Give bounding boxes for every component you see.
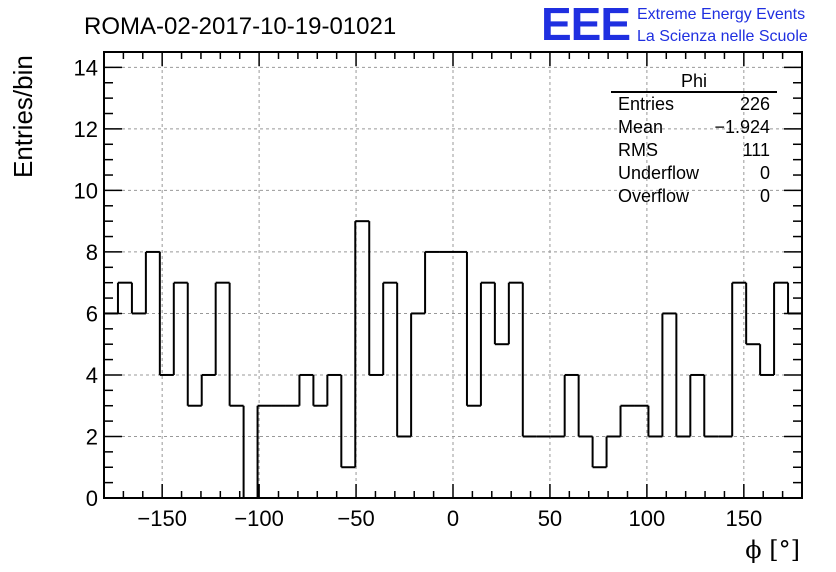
y-tick-label: 2 bbox=[86, 424, 98, 449]
y-tick-label: 10 bbox=[74, 178, 98, 203]
y-tick-label: 12 bbox=[74, 117, 98, 142]
stats-value: 0 bbox=[760, 186, 770, 206]
eee-logo: EEE Extreme Energy Events La Scienza nel… bbox=[541, 0, 808, 50]
x-tick-label: 0 bbox=[447, 506, 459, 531]
x-tick-label: 150 bbox=[725, 506, 762, 531]
logo-mark: EEE bbox=[541, 0, 630, 50]
chart-title: ROMA-02-2017-10-19-01021 bbox=[84, 13, 396, 40]
stats-value: 0 bbox=[760, 163, 770, 183]
stats-value: −1.924 bbox=[714, 117, 770, 137]
stats-label: Mean bbox=[618, 117, 663, 137]
y-tick-label: 8 bbox=[86, 240, 98, 265]
logo-line-1: Extreme Energy Events bbox=[637, 6, 805, 23]
y-tick-label: 0 bbox=[86, 486, 98, 511]
x-tick-label: 100 bbox=[629, 506, 666, 531]
y-axis-label: Entries/bin bbox=[8, 55, 38, 178]
y-tick-label: 14 bbox=[74, 55, 98, 80]
y-tick-label: 6 bbox=[86, 301, 98, 326]
axes: −150 −100 −50 0 50 100 150 0 2 4 6 8 10 12 14 bbox=[74, 51, 803, 531]
stats-value: 111 bbox=[743, 140, 770, 160]
stats-label: Overflow bbox=[618, 186, 690, 206]
logo-line-2: La Scienza nelle Scuole bbox=[637, 28, 808, 45]
stats-label: RMS bbox=[618, 140, 658, 160]
stats-label: Underflow bbox=[618, 163, 700, 183]
stats-title: Phi bbox=[681, 71, 707, 91]
x-axis-label: ϕ [°] bbox=[745, 536, 800, 564]
x-tick-label: −50 bbox=[337, 506, 374, 531]
y-tick-label: 4 bbox=[86, 363, 98, 388]
stats-box: Phi Entries 226 Mean −1.924 RMS 111 Underflow 0… bbox=[611, 71, 777, 206]
grid-lines bbox=[104, 52, 802, 498]
x-tick-label: 50 bbox=[538, 506, 562, 531]
x-tick-label: −150 bbox=[137, 506, 187, 531]
stats-label: Entries bbox=[618, 94, 674, 114]
x-tick-label: −100 bbox=[234, 506, 284, 531]
stats-value: 226 bbox=[740, 94, 770, 114]
